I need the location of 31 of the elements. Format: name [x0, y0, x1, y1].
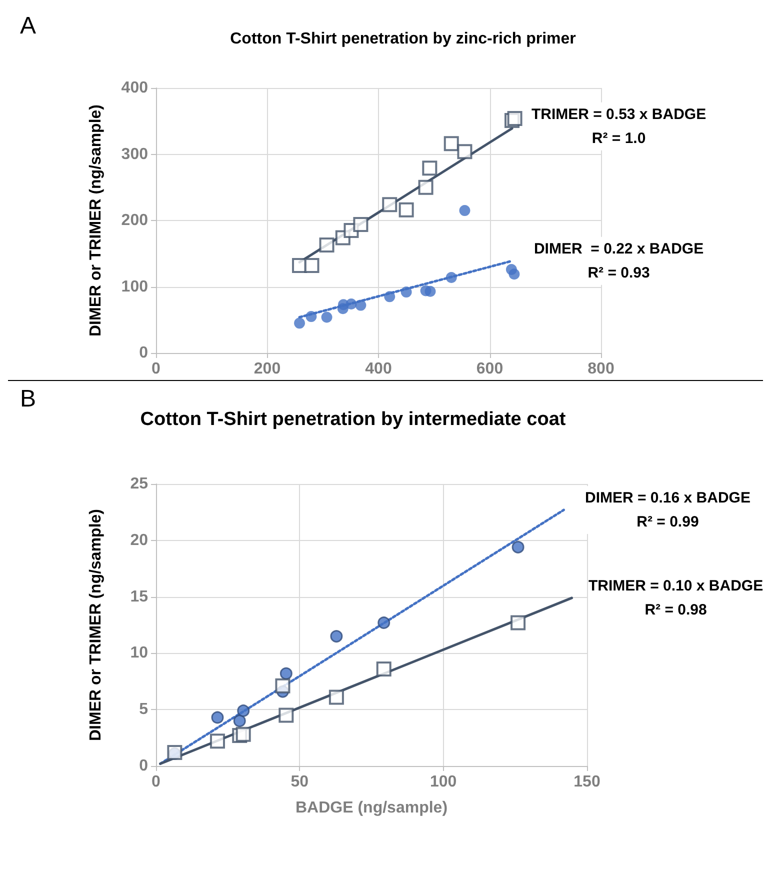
annotation: DIMER = 0.16 x BADGE R² = 0.99	[584, 489, 750, 530]
y-tick-label: 25	[130, 476, 148, 492]
x-tick-label: 0	[152, 774, 161, 790]
y-tick-label: 10	[130, 644, 148, 662]
x-tick-label: 100	[430, 774, 457, 790]
y-tick-label: 200	[121, 212, 148, 229]
x-tick-label: 150	[574, 774, 600, 790]
y-axis-title: DIMER or TRIMER (ng/sample)	[88, 104, 104, 337]
chart-title: Cotton T-Shirt penetration by zinc-rich primer	[230, 30, 576, 48]
y-tick-label: 300	[121, 146, 148, 163]
y-tick-label: 0	[139, 758, 148, 774]
annotation: DIMER = 0.22 x BADGE R² = 0.93	[534, 240, 704, 282]
x-tick-label: 400	[365, 360, 392, 378]
chart-title: Cotton T-Shirt penetration by intermediate coat	[140, 409, 566, 430]
x-axis-title: BADGE (ng/sample)	[295, 800, 448, 816]
x-tick-label: 800	[588, 360, 614, 378]
y-tick-label: 5	[139, 701, 148, 718]
y-tick-label: 400	[121, 80, 148, 96]
y-tick-label: 20	[130, 532, 148, 549]
x-tick-label: 600	[476, 360, 504, 378]
annotation: TRIMER = 0.10 x BADGE R² = 0.98	[588, 577, 764, 618]
annotation: TRIMER = 0.53 x BADGE R² = 1.0	[531, 106, 706, 147]
y-tick-label: 15	[130, 588, 148, 606]
x-tick-label: 50	[290, 774, 309, 790]
x-tick-label: 200	[254, 360, 281, 378]
text: A	[20, 12, 36, 40]
text: B	[20, 386, 36, 412]
y-tick-label: 0	[139, 344, 148, 362]
y-tick-label: 100	[121, 278, 148, 296]
y-axis-title: DIMER or TRIMER (ng/sample)	[88, 508, 104, 742]
x-tick-label: 0	[152, 360, 161, 378]
